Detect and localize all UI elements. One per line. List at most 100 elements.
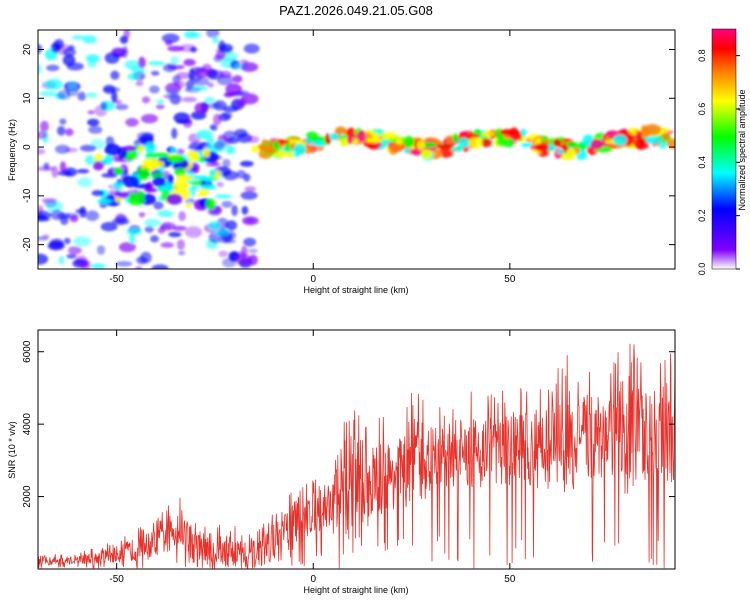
spectrogram-blob (176, 174, 194, 182)
spectrogram-blob (61, 212, 79, 219)
spectrogram-y-tick-label: -20 (22, 237, 33, 252)
spectrogram-blob (388, 143, 404, 152)
spectrogram-blob (222, 105, 239, 113)
spectrogram-blob (666, 138, 675, 149)
spectrogram-blob (39, 90, 58, 97)
spectrogram-blob (114, 103, 129, 111)
spectrogram-blob (152, 160, 165, 168)
spectrogram-blob (100, 222, 118, 232)
spectrogram-blob (153, 201, 164, 210)
spectrogram-blob (175, 148, 185, 156)
snr-frame (37, 329, 676, 570)
spectrogram-blob (39, 120, 49, 133)
snr-panel: -50 0 50 2000 4000 6000 Height of straight l… (7, 329, 676, 595)
spectrogram-blob (251, 145, 259, 153)
spectrogram-blob (122, 145, 137, 152)
spectrogram-blob (138, 145, 145, 153)
colorbar-label: Normalized spectral amplitude (737, 89, 747, 210)
spectrogram-blob (138, 212, 146, 218)
spectrogram-blob (62, 48, 76, 57)
spectrogram-blob (152, 176, 166, 187)
spectrogram-blob (87, 118, 100, 127)
spectrogram-blob (86, 92, 98, 98)
spectrogram-blob (641, 127, 651, 138)
spectrogram-blob (534, 143, 549, 152)
spectrogram-blob (113, 182, 124, 188)
spectrogram-blob (552, 138, 562, 147)
spectrogram-blob (222, 257, 237, 268)
spectrogram-blob (356, 130, 367, 142)
spectrogram-blob (111, 218, 130, 225)
snr-y-label: SNR (10 * v/v) (7, 421, 17, 479)
spectrogram-blob (239, 160, 254, 167)
snr-series-line (38, 343, 675, 569)
spectrogram-blob (112, 48, 128, 55)
spectrogram-blob (196, 129, 213, 140)
snr-y-tick-label: 6000 (22, 340, 33, 363)
spectrogram-blob (71, 34, 85, 41)
spectrogram-blob (77, 177, 93, 188)
spectrogram-blob (170, 147, 177, 154)
spectrogram-blob (192, 86, 209, 91)
spectrogram-x-tick-label: 0 (310, 274, 316, 285)
spectrogram-blob (159, 221, 176, 231)
spectrogram-blob (76, 168, 90, 174)
spectrogram-y-tick-label: 20 (22, 44, 33, 56)
spectrogram-blob (91, 263, 106, 269)
spectrogram-blob (205, 198, 216, 210)
spectrogram-blob (213, 141, 225, 150)
spectrogram-blob (468, 136, 483, 149)
spectrogram-blob (69, 80, 76, 92)
spectrogram-blob (91, 190, 105, 197)
spectrogram-blob (163, 93, 180, 100)
spectrogram-blob (243, 173, 251, 182)
spectrogram-blob (241, 93, 259, 105)
spectrogram-blob (38, 148, 46, 155)
colorbar-tick-label: 0.6 (697, 103, 707, 116)
spectrogram-blob (166, 193, 183, 205)
spectrogram-blob (100, 158, 109, 164)
spectrogram-blob (452, 133, 459, 143)
spectrogram-blob (59, 161, 67, 174)
spectrogram-blob (212, 37, 219, 44)
spectrogram-blob (171, 127, 178, 139)
spectrogram-blob (184, 226, 203, 238)
spectrogram-blob (213, 113, 222, 126)
spectrogram-blob (173, 81, 186, 89)
spectrogram-panel: -50 0 50 -20 -10 0 10 20 Height of straight li… (7, 29, 676, 295)
spectrogram-y-tick-label: 0 (22, 144, 33, 150)
spectrogram-blob (206, 30, 220, 38)
spectrogram-blob (122, 175, 140, 188)
spectrogram-blob (231, 205, 238, 217)
snr-background (38, 330, 675, 569)
snr-x-label: Height of straight line (km) (303, 585, 408, 595)
figure-title: PAZ1.2026.049.21.05.G08 (279, 3, 433, 18)
spectrogram-blob (188, 180, 206, 186)
spectrogram-blob (152, 152, 170, 158)
spectrogram-blob (64, 237, 71, 245)
spectrogram-blob (226, 137, 239, 144)
spectrogram-blob (134, 183, 152, 189)
spectrogram-blob (38, 64, 42, 75)
spectrogram-blob (38, 131, 48, 140)
spectrogram-blob (451, 146, 464, 152)
spectrogram-blob (113, 167, 124, 176)
spectrogram-blob (367, 142, 376, 148)
spectrogram-blob (258, 144, 272, 152)
spectrogram-blob (633, 137, 650, 150)
spectrogram-blob (206, 82, 215, 88)
colorbar-gradient (711, 28, 737, 270)
spectrogram-blob (47, 241, 65, 251)
colorbar-tick-label: 0.2 (697, 209, 707, 222)
spectrogram-blob (223, 170, 239, 181)
spectrogram-blob (168, 231, 182, 238)
spectrogram-blob (204, 96, 216, 103)
snr-x-tick-label: 50 (504, 574, 516, 585)
spectrogram-blob (198, 191, 206, 197)
spectrogram-blob (151, 264, 169, 269)
spectrogram-blob (38, 44, 43, 54)
spectrogram-y-tick-label: 10 (22, 92, 33, 104)
spectrogram-blob (160, 242, 174, 248)
